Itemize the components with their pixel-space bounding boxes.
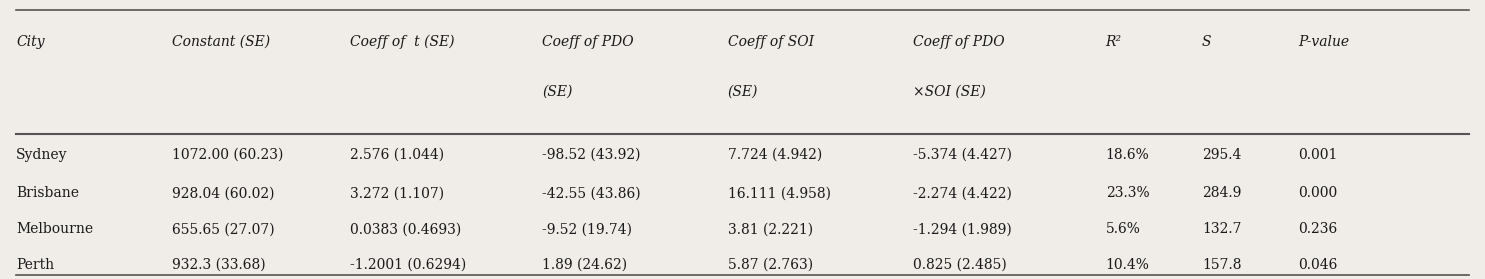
Text: Coeff of SOI: Coeff of SOI [728,35,814,49]
Text: ×SOI (SE): ×SOI (SE) [913,84,986,98]
Text: 0.236: 0.236 [1298,222,1338,236]
Text: P-value: P-value [1298,35,1350,49]
Text: 295.4: 295.4 [1201,148,1241,162]
Text: 1072.00 (60.23): 1072.00 (60.23) [172,148,284,162]
Text: (SE): (SE) [728,84,757,98]
Text: 1.89 (24.62): 1.89 (24.62) [542,258,628,272]
Text: Perth: Perth [16,258,55,272]
Text: Coeff of PDO: Coeff of PDO [542,35,634,49]
Text: Coeff of  t (SE): Coeff of t (SE) [349,35,454,49]
Text: 655.65 (27.07): 655.65 (27.07) [172,222,275,236]
Text: 284.9: 284.9 [1201,186,1241,200]
Text: -2.274 (4.422): -2.274 (4.422) [913,186,1011,200]
Text: 157.8: 157.8 [1201,258,1241,272]
Text: (SE): (SE) [542,84,573,98]
Text: -1.294 (1.989): -1.294 (1.989) [913,222,1011,236]
Text: 2.576 (1.044): 2.576 (1.044) [349,148,444,162]
Text: 5.6%: 5.6% [1106,222,1140,236]
Text: 18.6%: 18.6% [1106,148,1149,162]
Text: -5.374 (4.427): -5.374 (4.427) [913,148,1011,162]
Text: 23.3%: 23.3% [1106,186,1149,200]
Text: 0.000: 0.000 [1298,186,1338,200]
Text: 0.0383 (0.4693): 0.0383 (0.4693) [349,222,460,236]
Text: 3.81 (2.221): 3.81 (2.221) [728,222,812,236]
Text: 932.3 (33.68): 932.3 (33.68) [172,258,266,272]
Text: -42.55 (43.86): -42.55 (43.86) [542,186,642,200]
Text: 7.724 (4.942): 7.724 (4.942) [728,148,821,162]
Text: -98.52 (43.92): -98.52 (43.92) [542,148,642,162]
Text: Brisbane: Brisbane [16,186,79,200]
Text: 5.87 (2.763): 5.87 (2.763) [728,258,812,272]
Text: Constant (SE): Constant (SE) [172,35,270,49]
Text: 10.4%: 10.4% [1106,258,1149,272]
Text: 0.001: 0.001 [1298,148,1338,162]
Text: -1.2001 (0.6294): -1.2001 (0.6294) [349,258,466,272]
Text: 928.04 (60.02): 928.04 (60.02) [172,186,275,200]
Text: 0.825 (2.485): 0.825 (2.485) [913,258,1007,272]
Text: Coeff of PDO: Coeff of PDO [913,35,1004,49]
Text: Sydney: Sydney [16,148,68,162]
Text: 3.272 (1.107): 3.272 (1.107) [349,186,444,200]
Text: -9.52 (19.74): -9.52 (19.74) [542,222,633,236]
Text: R²: R² [1106,35,1121,49]
Text: 132.7: 132.7 [1201,222,1241,236]
Text: S: S [1201,35,1212,49]
Text: Melbourne: Melbourne [16,222,94,236]
Text: 16.111 (4.958): 16.111 (4.958) [728,186,830,200]
Text: City: City [16,35,45,49]
Text: 0.046: 0.046 [1298,258,1338,272]
